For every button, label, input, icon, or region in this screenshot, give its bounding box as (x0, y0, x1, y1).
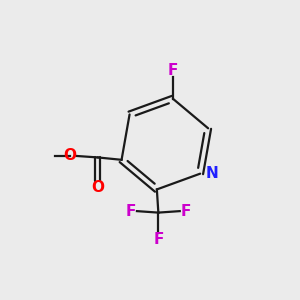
Text: F: F (168, 63, 178, 78)
Text: F: F (153, 232, 164, 247)
Text: O: O (91, 180, 104, 195)
Text: F: F (181, 204, 191, 219)
Text: N: N (206, 166, 218, 181)
Text: O: O (63, 148, 76, 164)
Text: F: F (125, 204, 136, 219)
